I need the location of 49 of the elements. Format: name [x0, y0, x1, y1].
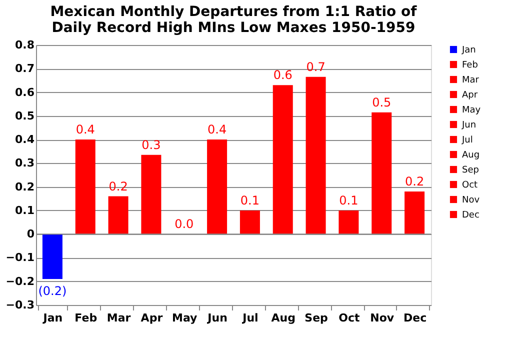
legend-label: Oct	[462, 180, 478, 190]
data-label: 0.7	[306, 60, 326, 74]
x-tick-label: Sep	[304, 312, 328, 324]
legend-label: Aug	[462, 150, 480, 160]
legend-label: May	[462, 106, 482, 116]
data-label: 0.1	[339, 193, 358, 208]
x-tick-label: Feb	[74, 312, 98, 324]
x-tick-label: Jan	[42, 312, 63, 324]
y-tick-label: 0.1	[15, 204, 34, 217]
x-tick-label: May	[172, 312, 198, 324]
x-tick-label: Oct	[338, 312, 360, 324]
data-label: 0.3	[142, 138, 161, 152]
data-label: 0.4	[207, 122, 227, 137]
legend-label: Feb	[462, 60, 478, 70]
legend-label: Sep	[462, 166, 480, 176]
legend-label: Apr	[462, 90, 478, 100]
y-tick-label: 0.2	[15, 180, 34, 194]
x-tick-label: Mar	[106, 312, 132, 324]
x-tick-label: Nov	[370, 312, 395, 324]
data-label: 0.2	[108, 179, 128, 194]
legend-label: Mar	[462, 76, 480, 86]
y-tick-label: −0.1	[6, 251, 34, 264]
y-tick-label: 0.7	[15, 62, 34, 76]
legend-label: Nov	[462, 196, 480, 206]
data-label: 0.6	[273, 68, 292, 82]
data-label: 0.4	[76, 122, 95, 137]
x-tick-label: Jul	[242, 312, 258, 324]
y-tick-label: −0.3	[6, 298, 34, 312]
chart-title: Mexican Monthly Departures from 1:1 Ratio of Daily Record High MIns Low Maxes 1950-1959	[50, 4, 418, 36]
x-tick-label: Apr	[140, 312, 164, 324]
data-label: (0.2)	[38, 284, 67, 298]
y-tick-label: 0.4	[15, 133, 35, 146]
x-tick-label: Aug	[271, 312, 296, 324]
x-tick-label: Dec	[403, 312, 427, 324]
y-tick-label: 0.5	[15, 109, 34, 122]
data-label: 0.0	[174, 217, 194, 232]
data-label: 0.5	[372, 95, 392, 110]
legend-label: Jun	[461, 120, 476, 130]
data-label: 0.1	[240, 193, 260, 208]
legend-label: Dec	[462, 210, 480, 220]
y-tick-label: −0.2	[6, 274, 34, 288]
y-tick-label: 0.3	[15, 156, 34, 170]
legend-label: Jan	[461, 46, 476, 56]
legend-label: Jul	[461, 136, 473, 146]
y-tick-label: 0	[26, 228, 35, 241]
y-tick-label: 0.6	[15, 86, 35, 99]
y-tick-label: 0.8	[15, 38, 34, 52]
data-label: 0.2	[404, 174, 424, 189]
x-tick-label: Jun	[206, 312, 228, 324]
